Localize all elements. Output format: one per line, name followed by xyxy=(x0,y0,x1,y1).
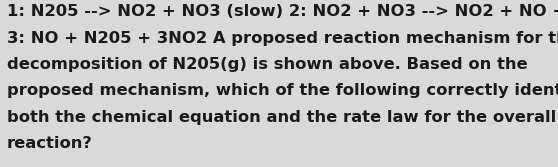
Text: reaction?: reaction? xyxy=(7,136,93,151)
Text: both the chemical equation and the rate law for the overall: both the chemical equation and the rate … xyxy=(7,110,556,125)
Text: 3: NO + N205 + 3NO2 A proposed reaction mechanism for the: 3: NO + N205 + 3NO2 A proposed reaction … xyxy=(7,31,558,46)
Text: proposed mechanism, which of the following correctly identifies: proposed mechanism, which of the followi… xyxy=(7,83,558,98)
Text: decomposition of N205(g) is shown above. Based on the: decomposition of N205(g) is shown above.… xyxy=(7,57,527,72)
Text: 1: N205 --> NO2 + NO3 (slow) 2: NO2 + NO3 --> NO2 + NO + O2: 1: N205 --> NO2 + NO3 (slow) 2: NO2 + NO… xyxy=(7,4,558,19)
